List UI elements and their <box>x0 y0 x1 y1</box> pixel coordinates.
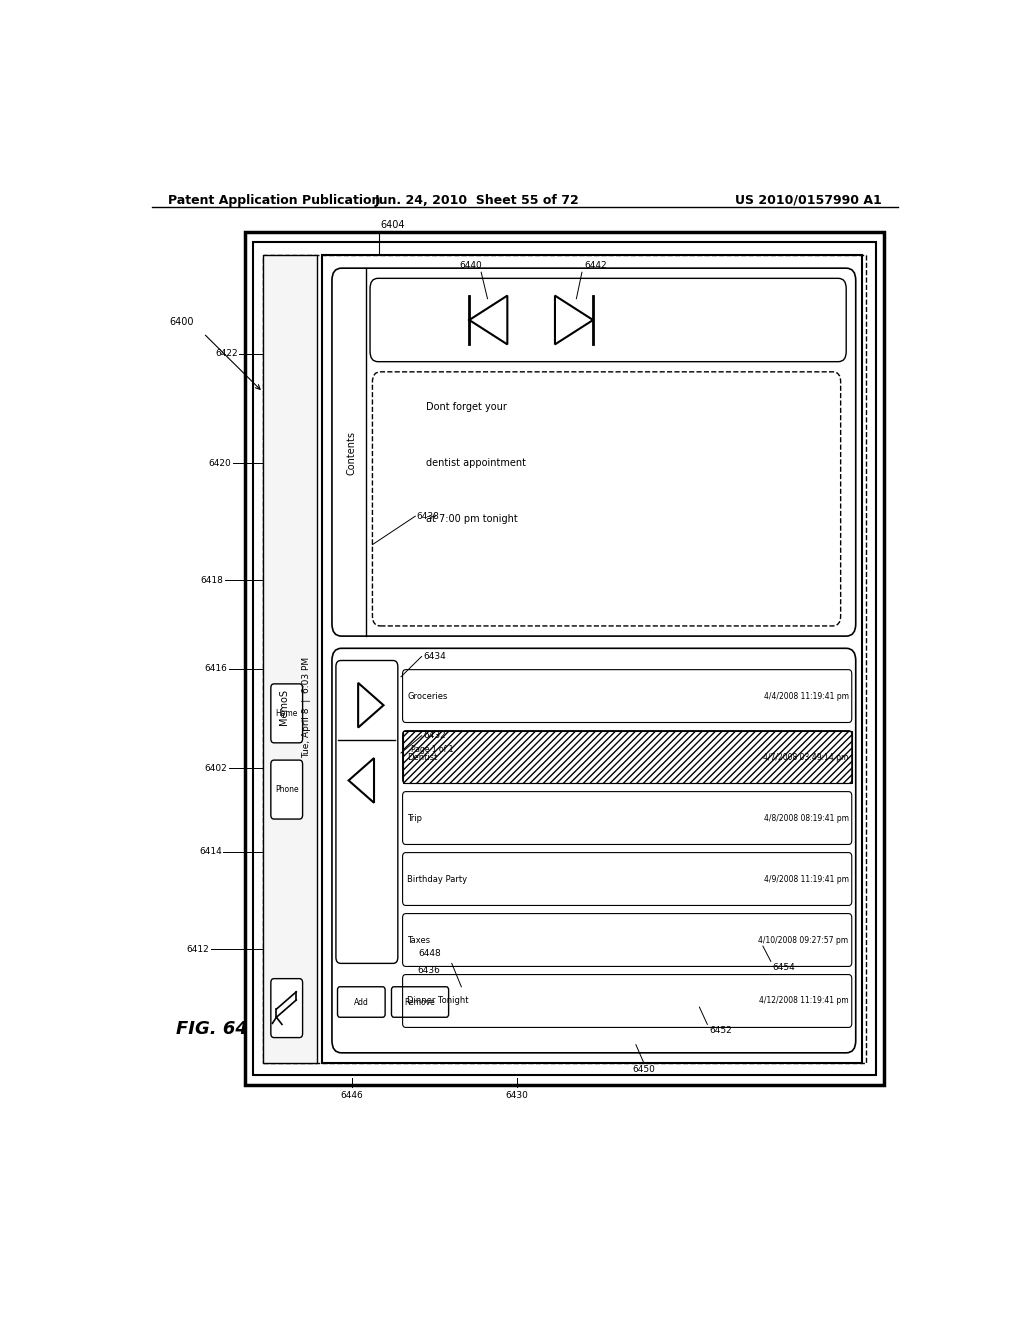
Text: 4/9/2008 11:19:41 pm: 4/9/2008 11:19:41 pm <box>764 875 849 883</box>
Text: Tue, April 8  |  6:03 PM: Tue, April 8 | 6:03 PM <box>302 656 311 758</box>
Text: Taxes: Taxes <box>408 936 430 945</box>
Text: MemoS: MemoS <box>280 689 290 725</box>
Text: FIG. 64: FIG. 64 <box>176 1019 248 1038</box>
Bar <box>263 255 866 1063</box>
Text: 6404: 6404 <box>380 219 404 230</box>
Text: Contents: Contents <box>347 432 356 475</box>
Text: 6452: 6452 <box>709 1027 732 1035</box>
FancyBboxPatch shape <box>270 684 303 743</box>
Text: 6418: 6418 <box>201 576 223 585</box>
Text: 6448: 6448 <box>418 949 440 958</box>
Text: 6440: 6440 <box>460 261 482 271</box>
Text: 6450: 6450 <box>633 1065 655 1074</box>
Text: 6416: 6416 <box>205 664 227 673</box>
Text: 6432: 6432 <box>423 731 446 741</box>
Text: 6436: 6436 <box>418 966 440 975</box>
Text: Trip: Trip <box>408 813 422 822</box>
Text: Phone: Phone <box>274 785 299 795</box>
Text: 6412: 6412 <box>186 945 209 953</box>
FancyBboxPatch shape <box>338 987 385 1018</box>
Text: 4/8/2008 08:19:41 pm: 4/8/2008 08:19:41 pm <box>764 813 849 822</box>
Text: US 2010/0157990 A1: US 2010/0157990 A1 <box>735 194 882 207</box>
Text: 6438: 6438 <box>417 512 439 520</box>
Text: dentist appointment: dentist appointment <box>426 458 525 469</box>
Text: Page 1 of 1: Page 1 of 1 <box>411 746 453 755</box>
Text: 6446: 6446 <box>340 1092 364 1101</box>
Text: 6420: 6420 <box>209 459 231 467</box>
Text: 4/4/2008 11:19:41 pm: 4/4/2008 11:19:41 pm <box>764 692 849 701</box>
Text: Remove: Remove <box>404 998 435 1007</box>
Bar <box>263 255 316 1063</box>
Text: Dont forget your: Dont forget your <box>426 403 507 412</box>
Bar <box>323 255 862 1063</box>
Text: Birthday Party: Birthday Party <box>408 875 468 883</box>
Text: 6434: 6434 <box>423 652 446 661</box>
Bar <box>402 731 852 784</box>
Text: 4/7/2008 03:49:14 pm: 4/7/2008 03:49:14 pm <box>763 752 849 762</box>
Text: 6430: 6430 <box>506 1092 528 1101</box>
Text: 4/10/2008 09:27:57 pm: 4/10/2008 09:27:57 pm <box>759 936 849 945</box>
Text: 4/12/2008 11:19:41 pm: 4/12/2008 11:19:41 pm <box>759 997 849 1006</box>
Text: 6402: 6402 <box>205 764 227 772</box>
Text: Patent Application Publication: Patent Application Publication <box>168 194 380 207</box>
Bar <box>253 242 877 1076</box>
Text: at 7:00 pm tonight: at 7:00 pm tonight <box>426 515 517 524</box>
Text: 6454: 6454 <box>772 964 796 973</box>
Text: Dentist: Dentist <box>408 752 437 762</box>
Text: Groceries: Groceries <box>408 692 447 701</box>
Text: Home: Home <box>275 709 298 718</box>
Text: 6414: 6414 <box>199 847 221 857</box>
Text: Jun. 24, 2010  Sheet 55 of 72: Jun. 24, 2010 Sheet 55 of 72 <box>375 194 580 207</box>
Bar <box>246 231 885 1085</box>
Text: 6422: 6422 <box>215 348 238 358</box>
FancyBboxPatch shape <box>270 978 303 1038</box>
Text: 6442: 6442 <box>585 261 607 271</box>
Text: Dinner Tonight: Dinner Tonight <box>408 997 469 1006</box>
FancyBboxPatch shape <box>270 760 303 818</box>
Text: Add: Add <box>354 998 369 1007</box>
Text: 6400: 6400 <box>170 317 195 327</box>
FancyBboxPatch shape <box>391 987 449 1018</box>
